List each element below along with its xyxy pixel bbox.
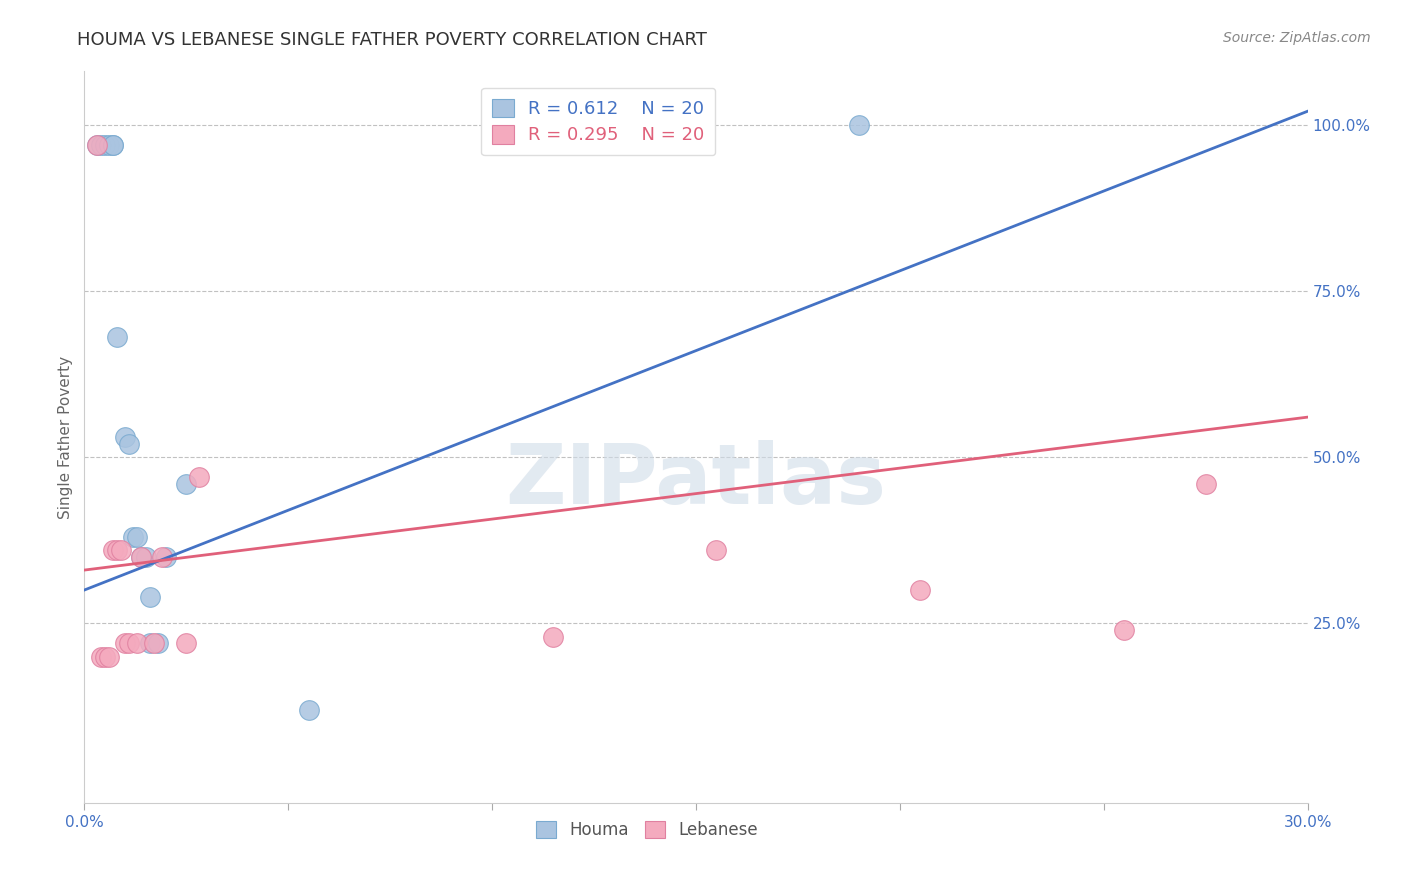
Point	[1195, 476, 1218, 491]
Point	[118, 436, 141, 450]
Point	[101, 137, 124, 152]
Point	[118, 636, 141, 650]
Point	[110, 543, 132, 558]
Point	[131, 549, 153, 564]
Point	[543, 630, 565, 644]
Point	[105, 330, 128, 344]
Point	[187, 470, 209, 484]
Point	[90, 649, 112, 664]
Legend: Houma, Lebanese: Houma, Lebanese	[529, 814, 765, 846]
Text: ZIPatlas: ZIPatlas	[506, 441, 886, 522]
Point	[848, 118, 870, 132]
Point	[706, 543, 728, 558]
Point	[146, 636, 169, 650]
Point	[150, 549, 173, 564]
Point	[127, 636, 149, 650]
Point	[138, 636, 160, 650]
Point	[298, 703, 321, 717]
Point	[93, 137, 115, 152]
Point	[86, 137, 108, 152]
Point	[97, 649, 120, 664]
Point	[114, 430, 136, 444]
Point	[101, 137, 124, 152]
Point	[131, 549, 153, 564]
Point	[122, 530, 145, 544]
Point	[90, 137, 112, 152]
Point	[93, 649, 115, 664]
Point	[97, 137, 120, 152]
Point	[135, 549, 157, 564]
Point	[174, 476, 197, 491]
Point	[155, 549, 177, 564]
Point	[127, 530, 149, 544]
Point	[138, 590, 160, 604]
Point	[101, 543, 124, 558]
Point	[86, 137, 108, 152]
Point	[114, 636, 136, 650]
Point	[174, 636, 197, 650]
Point	[1114, 623, 1136, 637]
Point	[142, 636, 165, 650]
Text: HOUMA VS LEBANESE SINGLE FATHER POVERTY CORRELATION CHART: HOUMA VS LEBANESE SINGLE FATHER POVERTY …	[77, 31, 707, 49]
Text: Source: ZipAtlas.com: Source: ZipAtlas.com	[1223, 31, 1371, 45]
Y-axis label: Single Father Poverty: Single Father Poverty	[58, 356, 73, 518]
Point	[910, 582, 932, 597]
Point	[105, 543, 128, 558]
